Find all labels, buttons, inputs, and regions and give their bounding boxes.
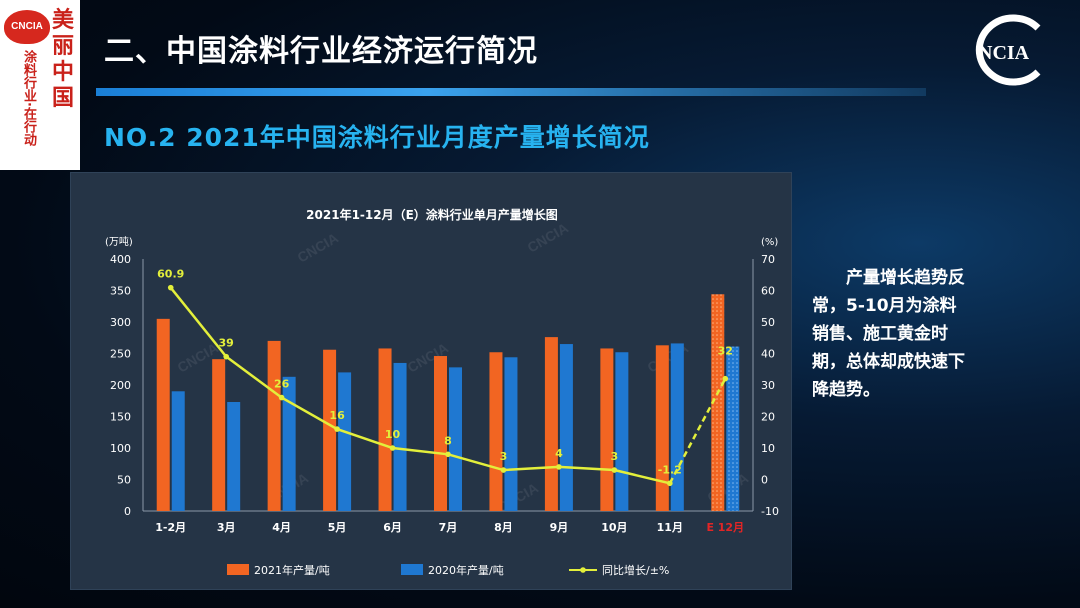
x-tick-label: 6月 <box>383 521 402 534</box>
growth-data-label: 26 <box>274 378 290 391</box>
corner-logo-text: NCIA <box>978 42 1030 64</box>
growth-point <box>278 394 285 401</box>
growth-data-label: 60.9 <box>157 268 184 281</box>
side-logo: CNCIA 美丽中国 涂料行业·在行动 <box>0 0 80 170</box>
slogan-vertical: 美丽中国 <box>52 8 75 111</box>
bar-2020 <box>338 372 352 511</box>
bar-2021 <box>267 340 281 511</box>
bar-2020 <box>393 362 407 511</box>
cncia-badge-logo: CNCIA <box>4 10 50 44</box>
legend-swatch-2021 <box>227 564 249 575</box>
y-tick-label: 150 <box>110 411 131 424</box>
bar-2021 <box>655 345 669 511</box>
bar-2020 <box>726 346 740 511</box>
legend-label-2021: 2021年产量/吨 <box>254 563 330 577</box>
bar-2020 <box>171 391 185 511</box>
x-tick-label: 10月 <box>601 521 627 534</box>
commentary-text: 产量增长趋势反常，5-10月为涂料销售、施工黄金时期，总体却成快速下降趋势。 <box>812 268 965 400</box>
y2-tick-label: -10 <box>761 505 779 518</box>
growth-point <box>500 467 507 473</box>
y-axis-unit: (万吨) <box>105 235 133 248</box>
growth-point <box>334 426 340 432</box>
growth-data-label: 3 <box>500 450 508 463</box>
growth-data-label: 16 <box>329 409 345 422</box>
y2-tick-label: 60 <box>761 285 775 298</box>
bar-2020 <box>670 343 684 511</box>
bar-2021 <box>323 349 337 511</box>
x-tick-label: 8月 <box>494 521 513 534</box>
growth-point <box>223 353 229 360</box>
legend-label-2020: 2020年产量/吨 <box>428 563 504 577</box>
bar-2021 <box>156 318 170 511</box>
section-subtitle: NO.2 2021年中国涂料行业月度产量增长简况 <box>104 123 650 152</box>
title-underline <box>96 88 926 96</box>
growth-point <box>667 480 673 487</box>
y2-tick-label: 10 <box>761 442 775 455</box>
bar-2021 <box>489 352 503 511</box>
y-tick-label: 400 <box>110 253 131 266</box>
x-tick-label: 1-2月 <box>155 521 186 534</box>
growth-data-label: 10 <box>385 428 401 441</box>
watermark: CNCIA <box>525 220 571 256</box>
production-chart: 2021年1-12月（E）涂料行业单月产量增长图 (万吨) (%) CNCIA CNCI… <box>105 207 779 577</box>
growth-data-label: 4 <box>555 447 563 460</box>
y-tick-label: 0 <box>124 505 131 518</box>
bar-2020 <box>282 376 296 511</box>
y2-axis-unit: (%) <box>761 237 778 248</box>
y-tick-label: 300 <box>110 316 131 329</box>
x-tick-label: 11月 <box>657 521 683 534</box>
y-tick-label: 200 <box>110 379 131 392</box>
y2-tick-label: 40 <box>761 348 775 361</box>
legend-swatch-growth-dot <box>580 567 586 573</box>
bar-2020 <box>504 357 518 511</box>
growth-point <box>611 467 618 473</box>
x-tick-label: 5月 <box>328 521 347 534</box>
growth-data-label: 39 <box>219 337 234 350</box>
bar-2020 <box>615 352 629 511</box>
x-tick-label: 3月 <box>217 521 236 534</box>
page-title: 二、中国涂料行业经济运行简况 <box>104 34 538 69</box>
legend-label-growth: 同比增长/±% <box>602 563 669 577</box>
growth-point <box>389 445 396 451</box>
bar-2021 <box>434 356 447 511</box>
x-tick-label: 4月 <box>272 521 291 534</box>
x-tick-label: 9月 <box>550 521 569 534</box>
growth-point <box>722 375 729 382</box>
y-tick-label: 250 <box>110 348 131 361</box>
x-tick-label: E 12月 <box>706 521 744 534</box>
y-tick-label: 350 <box>110 285 131 298</box>
legend-swatch-2020 <box>401 564 423 575</box>
y2-tick-label: 0 <box>761 474 768 487</box>
growth-point <box>167 284 174 291</box>
y-tick-label: 50 <box>117 474 131 487</box>
bar-2020 <box>227 402 241 511</box>
growth-data-label: 8 <box>444 434 452 447</box>
cncia-corner-logo: NCIA <box>975 14 1041 86</box>
y-tick-label: 100 <box>110 442 131 455</box>
bar-2021 <box>378 348 392 511</box>
growth-data-label: -1.2 <box>658 463 682 476</box>
y2-tick-label: 50 <box>761 316 775 329</box>
y2-tick-label: 70 <box>761 253 775 266</box>
y2-tick-label: 20 <box>761 411 775 424</box>
bar-2021 <box>600 348 614 511</box>
growth-point <box>445 451 451 458</box>
bar-2020 <box>559 344 573 511</box>
y2-tick-label: 30 <box>761 379 775 392</box>
growth-line <box>169 286 671 485</box>
slogan-vertical-small: 涂料行业·在行动 <box>21 50 36 146</box>
bar-2021 <box>544 337 558 511</box>
bar-2021 <box>212 359 226 511</box>
growth-point <box>556 464 562 470</box>
watermark: CNCIA <box>295 230 341 266</box>
bar-2021 <box>711 294 725 511</box>
chart-title: 2021年1-12月（E）涂料行业单月产量增长图 <box>306 207 558 222</box>
growth-data-label: 3 <box>611 450 619 463</box>
growth-data-label: 32 <box>718 345 733 358</box>
bar-2020 <box>449 367 462 511</box>
x-tick-label: 7月 <box>439 521 458 534</box>
chart-panel: 2021年1-12月（E）涂料行业单月产量增长图 (万吨) (%) CNCIA CNCI… <box>70 172 792 590</box>
